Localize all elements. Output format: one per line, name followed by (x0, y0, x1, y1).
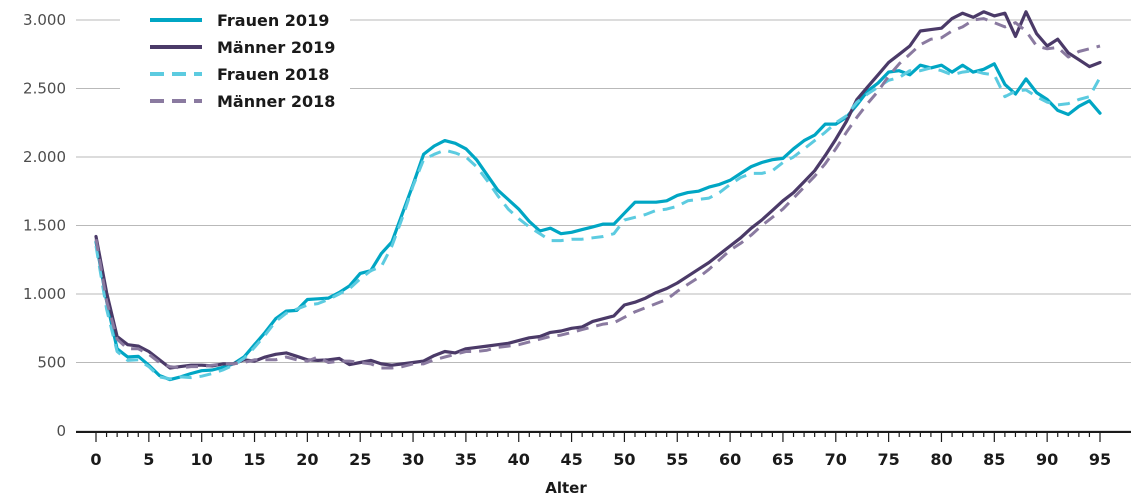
series-line (94, 10, 1102, 370)
x-axis-label: Alter (545, 479, 587, 497)
x-tick-label: 90 (1036, 450, 1058, 469)
y-tick-label: 1.000 (23, 285, 66, 303)
legend-label: Frauen 2018 (217, 65, 329, 84)
series-lines (94, 10, 1102, 382)
legend-label: Männer 2019 (217, 38, 335, 57)
x-tick-label: 30 (402, 450, 424, 469)
y-tick-label: 1.500 (23, 217, 66, 235)
x-tick-label: 5 (143, 450, 154, 469)
y-tick-label: 0 (56, 422, 66, 440)
x-tick-label: 75 (877, 450, 899, 469)
legend: Frauen 2019 Männer 2019 Frauen 2018 Männer … (120, 4, 350, 120)
x-tick-label: 80 (930, 450, 952, 469)
x-tick-label: 35 (455, 450, 477, 469)
legend-label: Männer 2018 (217, 92, 335, 111)
x-tick-label: 45 (560, 450, 582, 469)
x-axis: 0 5 10 15 20 25 30 35 40 45 50 55 60 65 70 75 80 85 90 95 (76, 431, 1131, 469)
series-line (94, 17, 1101, 370)
x-tick-label: 70 (825, 450, 847, 469)
legend-label: Frauen 2019 (217, 11, 329, 30)
x-tick-label: 10 (191, 450, 213, 469)
y-axis: 0 500 1.000 1.500 2.000 2.500 3.000 (23, 11, 66, 440)
series-line (94, 62, 1102, 382)
x-tick-label: 60 (719, 450, 741, 469)
y-tick-label: 3.000 (23, 11, 66, 29)
x-tick-label: 40 (508, 450, 530, 469)
x-tick-label: 85 (983, 450, 1005, 469)
x-tick-label: 0 (90, 450, 101, 469)
x-tick-label: 95 (1089, 450, 1111, 469)
x-tick-label: 20 (296, 450, 318, 469)
x-tick-label: 65 (772, 450, 794, 469)
y-tick-label: 500 (37, 354, 66, 372)
y-tick-label: 2.000 (23, 148, 66, 166)
x-tick-label: 25 (349, 450, 371, 469)
series-line (94, 66, 1102, 381)
x-tick-label: 15 (243, 450, 265, 469)
x-tick-label: 50 (613, 450, 635, 469)
y-tick-label: 2.500 (23, 80, 66, 98)
x-tick-label: 55 (666, 450, 688, 469)
